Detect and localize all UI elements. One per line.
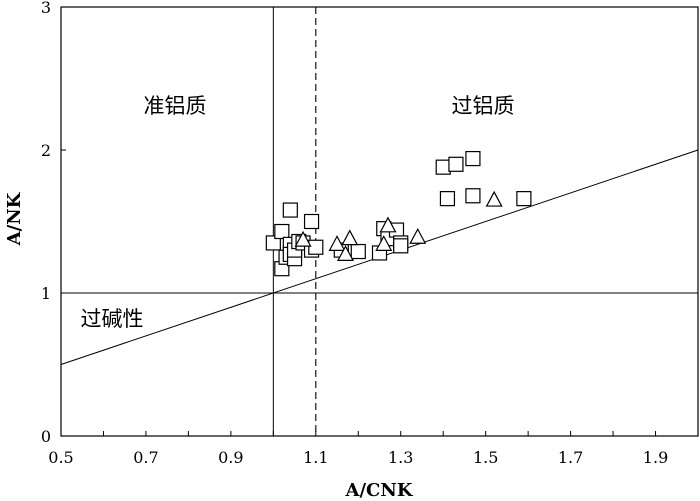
y-axis-ticks: 0 1 2 3 — [41, 0, 66, 446]
y-tick-label: 3 — [41, 0, 51, 17]
triangle-marker — [379, 216, 397, 233]
triangle-marker — [294, 230, 312, 247]
plot-frame — [60, 6, 699, 437]
y-axis-title: A/NK — [4, 191, 25, 246]
x-tick-label: 1.1 — [303, 448, 328, 467]
x-tick-label: 1.5 — [473, 448, 498, 467]
square-marker — [303, 213, 320, 230]
square-marker — [465, 188, 481, 204]
triangle-marker — [375, 235, 393, 251]
square-marker — [465, 150, 481, 167]
region-label-peralkaline: 过碱性 — [81, 307, 144, 331]
triangle-marker — [485, 190, 503, 207]
x-tick-label: 0.9 — [218, 448, 243, 467]
square-marker — [448, 156, 464, 172]
square-marker — [435, 159, 451, 175]
square-marker — [350, 243, 366, 260]
x-axis-title: A/CNK — [345, 480, 414, 501]
triangle-marker — [341, 229, 359, 246]
data-points — [265, 150, 532, 277]
triangle-marker — [409, 227, 427, 244]
square-marker — [282, 202, 298, 218]
x-tick-label: 1.7 — [558, 448, 583, 467]
square-marker — [265, 235, 281, 251]
y-tick-label: 0 — [41, 427, 51, 446]
square-marker — [393, 238, 409, 254]
x-tick-label: 0.5 — [48, 448, 73, 467]
x-tick-label: 0.7 — [133, 448, 158, 467]
x-tick-label: 1.3 — [388, 448, 413, 467]
x-tick-label: 1.9 — [643, 448, 668, 467]
square-marker — [516, 191, 532, 207]
x-axis-ticks: 0.5 0.7 0.9 1.1 1.3 1.5 1.7 1.9 — [48, 431, 668, 467]
square-marker — [308, 239, 324, 255]
region-label-peraluminous: 过铝质 — [452, 94, 515, 118]
y-tick-label: 2 — [41, 141, 51, 160]
square-marker — [439, 191, 456, 207]
y-tick-label: 1 — [41, 284, 51, 303]
triangle-marker — [337, 245, 355, 261]
triangle-marker — [328, 235, 346, 251]
region-label-metaluminous: 准铝质 — [144, 94, 207, 118]
square-marker — [274, 223, 290, 240]
